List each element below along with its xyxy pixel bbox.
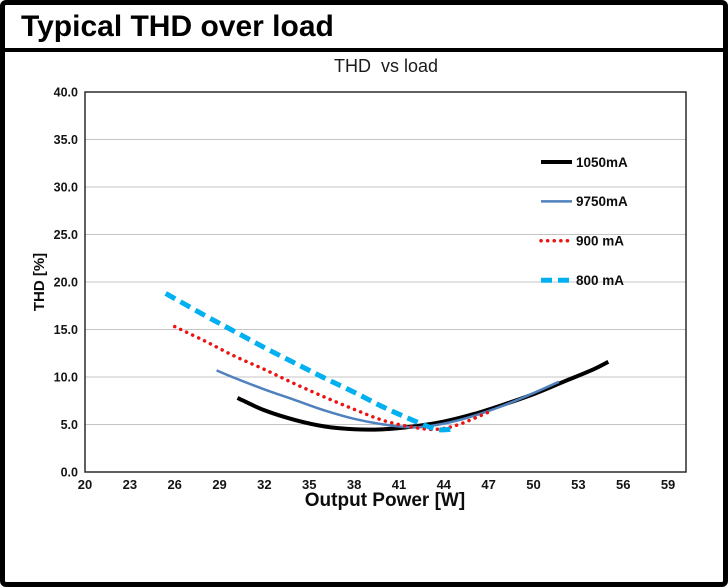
y-tick-label: 15.0 [54, 323, 78, 337]
x-axis-tick-labels: 20 23 26 29 32 35 38 41 44 47 50 53 56 59 [78, 477, 676, 492]
x-tick-label: 38 [347, 477, 361, 492]
x-tick-label: 50 [526, 477, 540, 492]
page-header: Typical THD over load [5, 5, 723, 52]
y-tick-label: 10.0 [54, 371, 78, 385]
gridlines [85, 139, 686, 425]
series-line-1050mA [236, 360, 610, 432]
x-tick-label: 56 [616, 477, 630, 492]
x-tick-label: 44 [437, 477, 452, 492]
y-tick-label: 30.0 [54, 181, 78, 195]
chart-legend: 1050mA 9750mA 900 mA 800 mA [539, 155, 628, 288]
legend-item-900mA: 900 mA [539, 234, 624, 249]
x-tick-label: 47 [481, 477, 495, 492]
legend-item-800mA: 800 mA [541, 273, 624, 288]
y-tick-label: 25.0 [54, 228, 78, 242]
x-axis-title: Output Power [W] [305, 490, 465, 511]
x-tick-label: 20 [78, 477, 92, 492]
legend-label: 1050mA [576, 155, 628, 170]
y-axis-title: THD [%] [31, 253, 48, 311]
y-tick-label: 35.0 [54, 133, 78, 147]
x-tick-label: 26 [167, 477, 181, 492]
legend-label: 900 mA [576, 234, 624, 249]
y-tick-label: 5.0 [61, 418, 78, 432]
page-title: Typical THD over load [21, 9, 334, 43]
legend-item-1050mA: 1050mA [541, 155, 628, 170]
x-tick-label: 41 [392, 477, 406, 492]
series-line-800mA [164, 291, 452, 433]
series-curves [164, 291, 610, 433]
chart-title: THD vs load [334, 56, 438, 76]
x-tick-label: 59 [661, 477, 675, 492]
x-tick-label: 29 [212, 477, 226, 492]
y-axis-tick-labels: 0.0 5.0 10.0 15.0 20.0 25.0 30.0 35.0 40.0 [54, 86, 78, 480]
x-tick-label: 35 [302, 477, 316, 492]
x-tick-label: 32 [257, 477, 271, 492]
y-tick-label: 20.0 [54, 276, 78, 290]
legend-label: 9750mA [576, 194, 628, 209]
plot-area-border [84, 91, 687, 473]
series-line-900mA [172, 324, 491, 432]
x-tick-label: 23 [123, 477, 137, 492]
y-tick-label: 40.0 [54, 86, 78, 100]
y-tick-label: 0.0 [61, 466, 78, 480]
x-tick-label: 53 [571, 477, 585, 492]
legend-label: 800 mA [576, 273, 624, 288]
series-line-9750mA [216, 369, 560, 429]
legend-item-9750mA: 9750mA [541, 194, 628, 209]
